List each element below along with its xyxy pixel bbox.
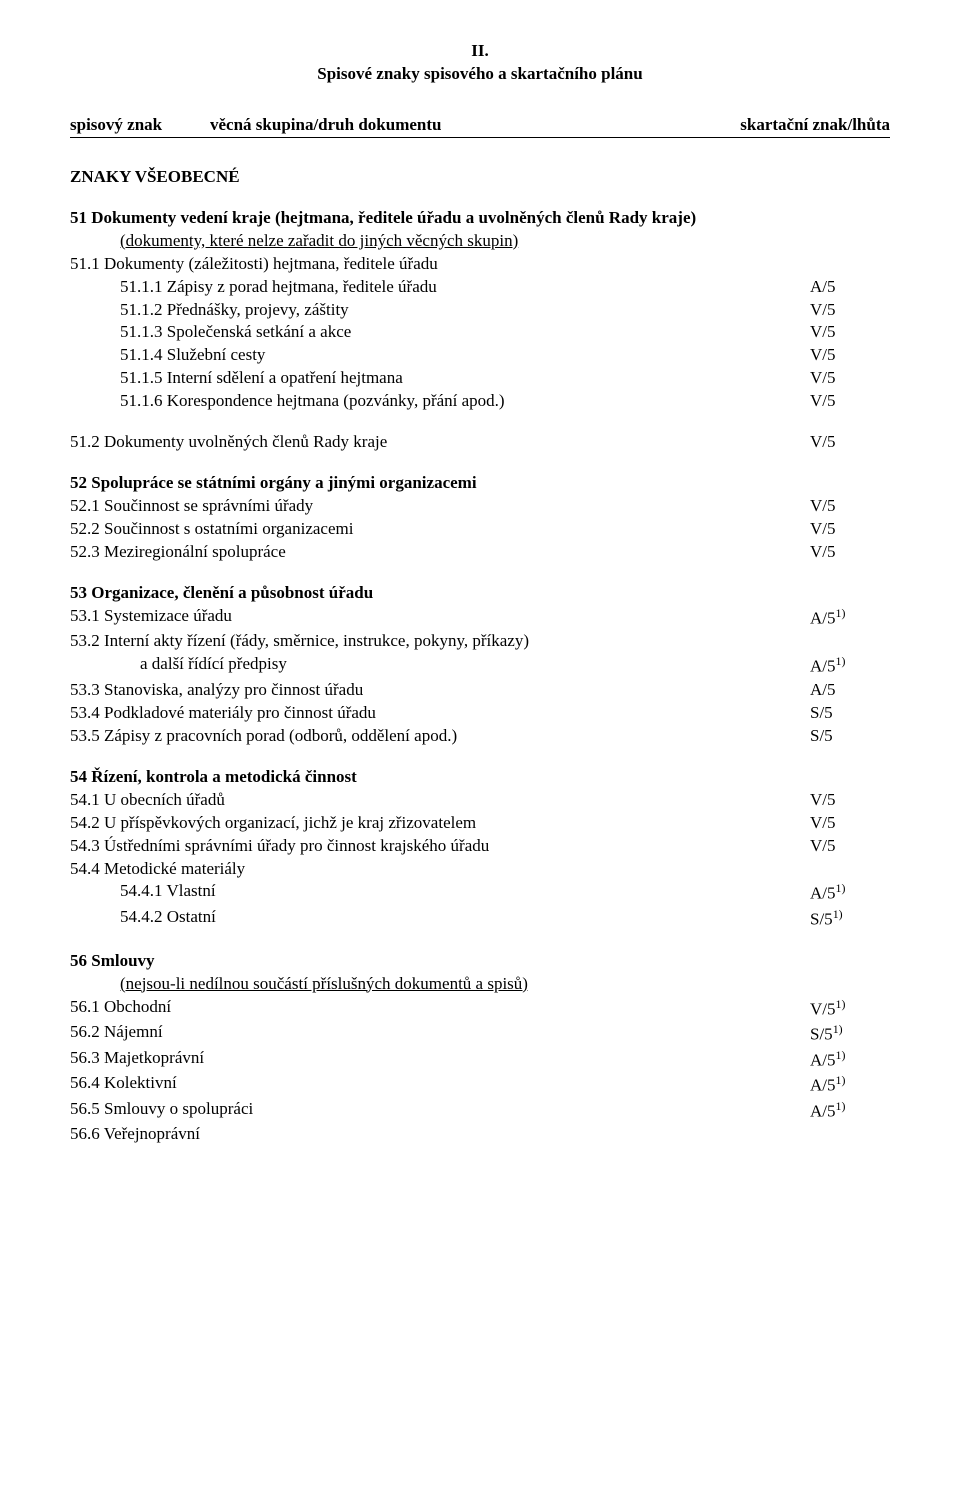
row-56-5: 56.5 Smlouvy o spolupráci A/51) [70,1098,890,1124]
row-51-1-2: 51.1.2 Přednášky, projevy, záštity V/5 [70,299,890,322]
row-label: 51.1.1 Zápisy z porad hejtmana, ředitele… [70,276,810,299]
row-label: 56.3 Majetkoprávní [70,1047,810,1073]
row-label: 51.1.4 Služební cesty [70,344,810,367]
row-value: V/5 [810,431,890,454]
row-label: 56.2 Nájemní [70,1021,810,1047]
row-value: S/51) [810,1021,890,1047]
row-value: A/51) [810,605,890,631]
row-54-3: 54.3 Ústředními správními úřady pro činn… [70,835,890,858]
row-56-1: 56.1 Obchodní V/51) [70,996,890,1022]
row-56-3: 56.3 Majetkoprávní A/51) [70,1047,890,1073]
row-label: 54.1 U obecních úřadů [70,789,810,812]
header-col-3: skartační znak/lhůta [690,114,890,137]
row-label: 51.1.2 Přednášky, projevy, záštity [70,299,810,322]
row-52-2: 52.2 Součinnost s ostatními organizacemi… [70,518,890,541]
row-52-3: 52.3 Meziregionální spolupráce V/5 [70,541,890,564]
row-value: V/5 [810,495,890,518]
row-label: 52.1 Součinnost se správními úřady [70,495,810,518]
row-56-6: 56.6 Veřejnoprávní [70,1123,890,1146]
row-54-4: 54.4 Metodické materiály [70,858,890,881]
row-51-1-1: 51.1.1 Zápisy z porad hejtmana, ředitele… [70,276,890,299]
row-value: V/5 [810,299,890,322]
row-54-4-2: 54.4.2 Ostatní S/51) [70,906,890,932]
row-53-4: 53.4 Podkladové materiály pro činnost úř… [70,702,890,725]
row-value: A/51) [810,880,890,906]
row-53-1: 53.1 Systemizace úřadu A/51) [70,605,890,631]
row-label: 52.2 Součinnost s ostatními organizacemi [70,518,810,541]
row-53-3: 53.3 Stanoviska, analýzy pro činnost úřa… [70,679,890,702]
row-value: V/5 [810,390,890,413]
row-54-4-1: 54.4.1 Vlastní A/51) [70,880,890,906]
header-col-1: spisový znak [70,114,210,137]
row-51-2: 51.2 Dokumenty uvolněných členů Rady kra… [70,431,890,454]
row-label: 54.4.1 Vlastní [70,880,810,906]
section-52-title: 52 Spolupráce se státními orgány a jiným… [70,472,890,495]
row-53-5: 53.5 Zápisy z pracovních porad (odborů, … [70,725,890,748]
section-56-title: 56 Smlouvy [70,950,890,973]
row-value: V/5 [810,789,890,812]
row-value: V/5 [810,518,890,541]
row-56-4: 56.4 Kolektivní A/51) [70,1072,890,1098]
row-56-2: 56.2 Nájemní S/51) [70,1021,890,1047]
row-54-2: 54.2 U příspěvkových organizací, jichž j… [70,812,890,835]
row-label: 52.3 Meziregionální spolupráce [70,541,810,564]
heading-roman: II. [70,40,890,63]
row-label: 56.1 Obchodní [70,996,810,1022]
section-51-title: 51 Dokumenty vedení kraje (hejtmana, řed… [70,207,890,230]
row-label: 53.3 Stanoviska, analýzy pro činnost úřa… [70,679,810,702]
row-value: A/5 [810,276,890,299]
row-value: V/5 [810,835,890,858]
row-value: A/51) [810,653,890,679]
row-52-1: 52.1 Součinnost se správními úřady V/5 [70,495,890,518]
section-51-note: (dokumenty, které nelze zařadit do jinýc… [70,230,890,253]
row-label: 53.4 Podkladové materiály pro činnost úř… [70,702,810,725]
row-label: 54.2 U příspěvkových organizací, jichž j… [70,812,810,835]
row-label: 51.1.5 Interní sdělení a opatření hejtma… [70,367,810,390]
row-label: 53.1 Systemizace úřadu [70,605,810,631]
section-54-title: 54 Řízení, kontrola a metodická činnost [70,766,890,789]
header-col-2: věcná skupina/druh dokumentu [210,114,690,137]
row-51-1-4: 51.1.4 Služební cesty V/5 [70,344,890,367]
row-value: V/5 [810,541,890,564]
row-51-1: 51.1 Dokumenty (záležitosti) hejtmana, ř… [70,253,890,276]
row-value: A/51) [810,1047,890,1073]
znaky-vseobecne: ZNAKY VŠEOBECNÉ [70,166,890,189]
row-label: 51.2 Dokumenty uvolněných členů Rady kra… [70,431,810,454]
row-value: V/5 [810,321,890,344]
row-value: V/5 [810,367,890,390]
heading-main: Spisové znaky spisového a skartačního pl… [70,63,890,86]
row-label: 51.1.3 Společenská setkání a akce [70,321,810,344]
row-value: A/5 [810,679,890,702]
row-54-1: 54.1 U obecních úřadů V/5 [70,789,890,812]
row-value: S/5 [810,725,890,748]
section-53-title: 53 Organizace, členění a působnost úřadu [70,582,890,605]
row-label: 56.5 Smlouvy o spolupráci [70,1098,810,1124]
row-51-1-5: 51.1.5 Interní sdělení a opatření hejtma… [70,367,890,390]
row-value: V/5 [810,344,890,367]
row-label: a další řídící předpisy [70,653,810,679]
row-value: A/51) [810,1072,890,1098]
row-value: V/51) [810,996,890,1022]
row-53-2a: 53.2 Interní akty řízení (řády, směrnice… [70,630,890,653]
row-value: A/51) [810,1098,890,1124]
section-56-note: (nejsou-li nedílnou součástí příslušných… [70,973,890,996]
row-value: V/5 [810,812,890,835]
column-header-row: spisový znak věcná skupina/druh dokument… [70,114,890,138]
row-label: 53.5 Zápisy z pracovních porad (odborů, … [70,725,810,748]
row-label: 54.3 Ústředními správními úřady pro činn… [70,835,810,858]
row-label: 54.4.2 Ostatní [70,906,810,932]
row-label: 51.1.6 Korespondence hejtmana (pozvánky,… [70,390,810,413]
row-51-1-3: 51.1.3 Společenská setkání a akce V/5 [70,321,890,344]
row-value: S/5 [810,702,890,725]
row-label: 56.4 Kolektivní [70,1072,810,1098]
row-53-2b: a další řídící předpisy A/51) [70,653,890,679]
row-value: S/51) [810,906,890,932]
row-51-1-6: 51.1.6 Korespondence hejtmana (pozvánky,… [70,390,890,413]
